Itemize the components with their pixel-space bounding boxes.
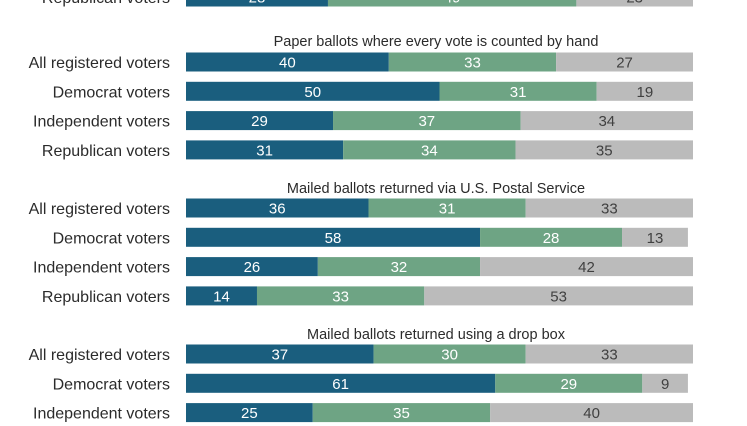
bar-segment <box>480 257 693 277</box>
data-label: 35 <box>596 142 613 159</box>
row-label: Democrat voters <box>53 84 170 101</box>
data-label: 28 <box>249 0 266 7</box>
data-label: 50 <box>304 84 321 101</box>
bar-segment <box>186 140 344 160</box>
bar-segment <box>312 403 491 423</box>
data-label: 33 <box>332 288 349 305</box>
bar-segment <box>317 257 481 277</box>
bar-segment <box>186 257 318 277</box>
data-label: 28 <box>543 230 560 247</box>
bar-segment <box>642 373 688 393</box>
bar-segment <box>186 373 496 393</box>
bar-segment <box>495 373 643 393</box>
data-label: 29 <box>560 376 577 393</box>
bar-segment <box>186 0 328 7</box>
group-title: Paper ballots where every vote is counte… <box>274 34 599 50</box>
bar-segment <box>186 111 334 131</box>
data-label: 31 <box>510 84 527 101</box>
data-label: 61 <box>332 376 349 393</box>
bar-segment <box>343 140 516 160</box>
bar-segment <box>424 286 693 306</box>
row-label: All registered voters <box>29 347 170 364</box>
data-label: 31 <box>256 142 273 159</box>
row-label: Republican voters <box>42 0 170 7</box>
bar-segment <box>186 198 369 218</box>
bar-segment <box>556 52 693 72</box>
data-label: 27 <box>616 55 633 72</box>
bar-segment <box>256 286 425 306</box>
bar-segment <box>373 344 526 364</box>
bar-segment <box>596 81 693 101</box>
data-label: 33 <box>601 347 618 364</box>
bar-segment <box>186 81 440 101</box>
data-label: 26 <box>244 259 261 276</box>
data-label: 49 <box>444 0 461 7</box>
bar-segment <box>490 403 693 423</box>
bar-segment <box>622 227 688 247</box>
data-label: 30 <box>441 347 458 364</box>
row-label: Independent voters <box>33 260 170 277</box>
data-label: 32 <box>391 259 408 276</box>
data-label: 53 <box>550 288 567 305</box>
bar-segment <box>333 111 521 131</box>
group-title: Mailed ballots returned via U.S. Postal … <box>287 181 585 197</box>
data-label: 40 <box>583 405 600 422</box>
bar-segment <box>576 0 693 7</box>
data-label: 19 <box>636 84 653 101</box>
bar-segment <box>186 227 481 247</box>
data-label: 34 <box>598 113 615 130</box>
row-label: Republican voters <box>42 289 170 306</box>
data-label: 33 <box>601 201 618 218</box>
bar-segment <box>368 198 526 218</box>
data-label: 23 <box>626 0 643 7</box>
bar-segment <box>525 198 693 218</box>
bar-segment <box>327 0 577 7</box>
data-label: 9 <box>661 376 669 393</box>
bar-segment <box>186 286 257 306</box>
row-label: Democrat voters <box>53 376 170 393</box>
group-title: Mailed ballots returned using a drop box <box>307 327 566 343</box>
row-label: Republican voters <box>42 143 170 160</box>
bar-segment <box>186 52 389 72</box>
data-label: 40 <box>279 55 296 72</box>
bar-segment <box>186 403 313 423</box>
row-label: Independent voters <box>33 114 170 131</box>
row-label: Democrat voters <box>53 230 170 247</box>
data-label: 37 <box>418 113 435 130</box>
data-label: 42 <box>578 259 595 276</box>
data-label: 13 <box>647 230 664 247</box>
data-label: 58 <box>325 230 342 247</box>
data-label: 37 <box>271 347 288 364</box>
bar-segment <box>515 140 693 160</box>
data-label: 34 <box>421 142 438 159</box>
bar-segment <box>186 344 374 364</box>
bar-segment <box>388 52 557 72</box>
data-label: 29 <box>251 113 268 130</box>
data-label: 33 <box>464 55 481 72</box>
bar-segment <box>520 111 693 131</box>
data-label: 36 <box>269 201 286 218</box>
data-label: 31 <box>439 201 456 218</box>
data-label: 14 <box>213 288 230 305</box>
bar-segment <box>525 344 693 364</box>
bar-segment <box>439 81 597 101</box>
data-label: 35 <box>393 405 410 422</box>
row-label: Independent voters <box>33 406 170 423</box>
row-label: All registered voters <box>29 55 170 72</box>
bar-segment <box>480 227 623 247</box>
data-label: 25 <box>241 405 258 422</box>
row-label: All registered voters <box>29 201 170 218</box>
